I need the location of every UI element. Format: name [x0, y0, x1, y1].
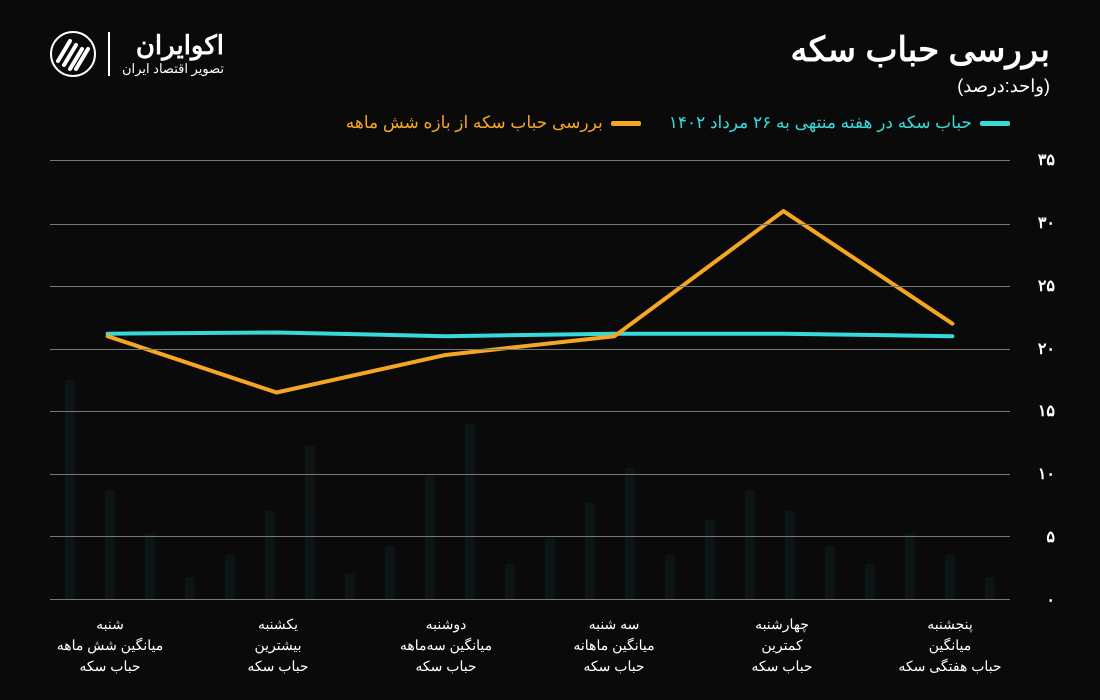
x-axis-labels: شنبه میانگین شش ماهه حباب سکه یکشنبه بیشت…: [50, 614, 1010, 677]
logo-sub: تصویر اقتصاد ایران: [122, 61, 224, 77]
gridline: [50, 474, 1010, 475]
title-block: بررسی حباب سکه (واحد:درصد): [791, 30, 1051, 97]
logo-icon: [50, 31, 96, 77]
y-tick: ۰: [1046, 590, 1055, 610]
series-line-sixmonth: [108, 211, 953, 392]
legend-label-1: حباب سکه در هفته منتهی به ۲۶ مرداد ۱۴۰۲: [669, 113, 972, 133]
legend-label-2: بررسی حباب سکه از بازه شش ماهه: [346, 113, 603, 133]
legend-item-2: بررسی حباب سکه از بازه شش ماهه: [346, 113, 641, 133]
y-axis: ۰۵۱۰۱۵۲۰۲۵۳۰۳۵: [1015, 160, 1055, 600]
legend-swatch-1: [980, 121, 1010, 126]
gridline: [50, 286, 1010, 287]
legend-item-1: حباب سکه در هفته منتهی به ۲۶ مرداد ۱۴۰۲: [669, 113, 1010, 133]
x-label: یکشنبه بیشترین حباب سکه: [218, 614, 338, 677]
header: بررسی حباب سکه (واحد:درصد) اکوایران تصوی…: [0, 0, 1100, 107]
x-label: دوشنبه میانگین سه‌ماهه حباب سکه: [386, 614, 506, 677]
gridline: [50, 536, 1010, 537]
x-label: سه شنبه میانگین ماهانه حباب سکه: [554, 614, 674, 677]
plot-area: [50, 160, 1010, 600]
y-tick: ۱۰: [1038, 464, 1055, 484]
logo-divider: [108, 32, 110, 76]
gridline: [50, 411, 1010, 412]
y-tick: ۲۵: [1038, 276, 1055, 296]
x-label: پنجشنبه میانگین حباب هفتگی سکه: [890, 614, 1010, 677]
logo-text: اکوایران تصویر اقتصاد ایران: [122, 30, 224, 77]
y-tick: ۱۵: [1038, 401, 1055, 421]
logo: اکوایران تصویر اقتصاد ایران: [50, 30, 224, 77]
gridline: [50, 224, 1010, 225]
subtitle: (واحد:درصد): [791, 76, 1051, 97]
y-tick: ۵: [1046, 527, 1055, 547]
y-tick: ۳۰: [1038, 213, 1055, 233]
chart: ۰۵۱۰۱۵۲۰۲۵۳۰۳۵ شنبه میانگین شش ماهه حباب…: [50, 160, 1010, 600]
logo-main: اکوایران: [122, 30, 224, 61]
series-line-weekly: [108, 332, 953, 336]
legend-swatch-2: [611, 121, 641, 126]
x-label: چهارشنبه کمترین حباب سکه: [722, 614, 842, 677]
main-title: بررسی حباب سکه: [791, 30, 1051, 70]
chart-lines: [50, 161, 1010, 599]
gridline: [50, 349, 1010, 350]
y-tick: ۳۵: [1038, 150, 1055, 170]
x-label: شنبه میانگین شش ماهه حباب سکه: [50, 614, 170, 677]
y-tick: ۲۰: [1038, 339, 1055, 359]
legend: حباب سکه در هفته منتهی به ۲۶ مرداد ۱۴۰۲ …: [0, 107, 1100, 133]
